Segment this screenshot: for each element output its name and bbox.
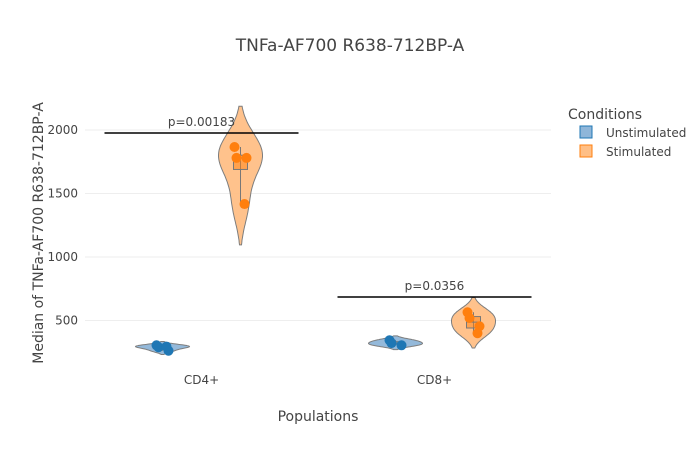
- legend-label-stimulated: Stimulated: [606, 145, 671, 159]
- y-tick-label: 500: [55, 314, 78, 328]
- legend-swatch-stimulated: [579, 144, 593, 158]
- y-tick-label: 1500: [47, 186, 78, 200]
- chart-title: TNFa-AF700 R638-712BP-A: [235, 36, 465, 56]
- data-point: [396, 340, 407, 351]
- legend-swatch-unstimulated: [579, 125, 593, 139]
- data-point: [241, 152, 252, 163]
- x-tick-label: CD8+: [417, 373, 452, 387]
- data-point: [472, 328, 483, 339]
- x-tick-label: CD4+: [184, 373, 219, 387]
- p-value-label: p=0.00183: [168, 115, 235, 129]
- x-axis-label: Populations: [278, 409, 359, 425]
- data-point: [464, 312, 475, 323]
- data-point: [239, 199, 250, 210]
- legend: Conditions Unstimulated Stimulated: [568, 107, 686, 159]
- y-tick-label: 1000: [47, 250, 78, 264]
- legend-label-unstimulated: Unstimulated: [606, 126, 686, 140]
- legend-title: Conditions: [568, 107, 642, 123]
- legend-item-unstimulated[interactable]: Unstimulated: [579, 125, 686, 140]
- y-tick-label: 2000: [47, 123, 78, 137]
- data-point: [229, 142, 240, 153]
- data-point: [386, 338, 397, 349]
- y-axis-label: Median of TNFa-AF700 R638-712BP-A: [31, 102, 47, 364]
- legend-item-stimulated[interactable]: Stimulated: [579, 144, 671, 159]
- p-value-label: p=0.0356: [405, 279, 465, 293]
- data-point: [231, 152, 242, 163]
- data-point: [153, 342, 164, 353]
- data-point: [161, 341, 172, 352]
